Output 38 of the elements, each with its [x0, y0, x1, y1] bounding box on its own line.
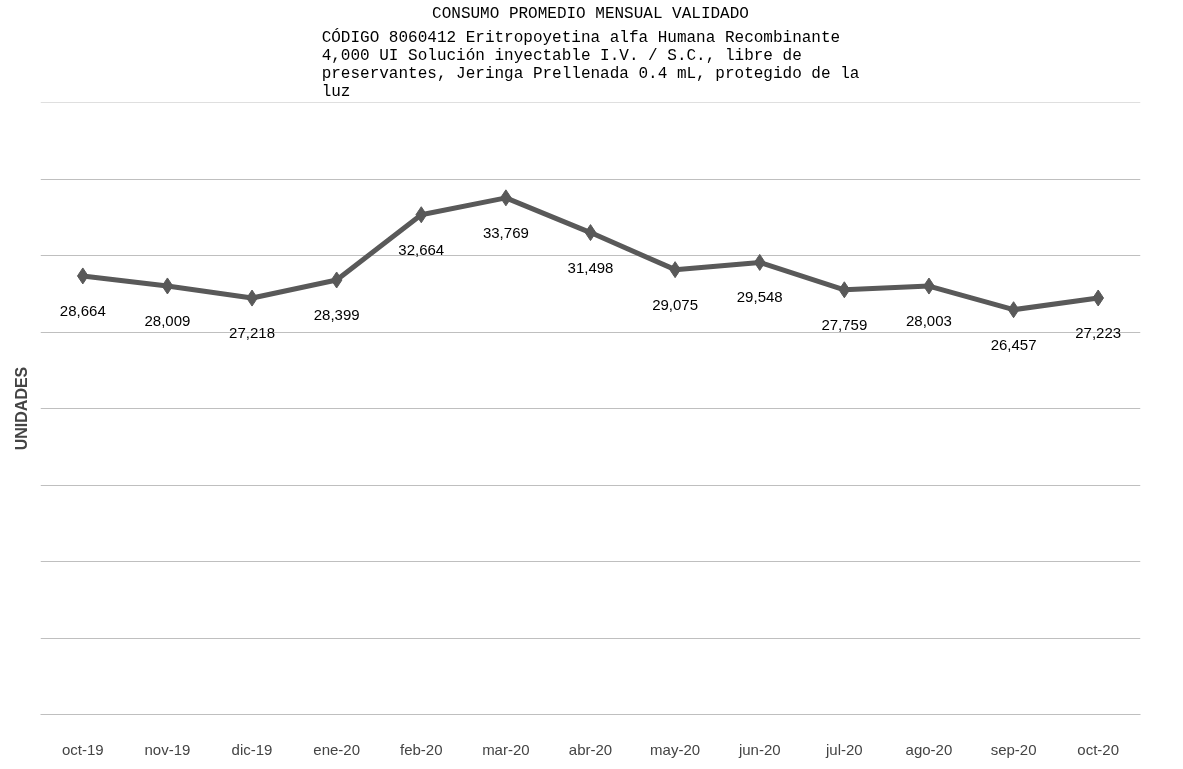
data-label: 32,664	[398, 240, 445, 258]
point	[1007, 301, 1020, 319]
data-label: 28,003	[906, 312, 952, 330]
point	[330, 271, 343, 289]
data-label: 29,075	[652, 295, 699, 313]
x-tick-label: nov-19	[144, 740, 191, 758]
data-label: 31,498	[567, 258, 614, 276]
chart-title: CONSUMO PROMEDIO MENSUAL VALIDADO	[432, 4, 749, 23]
data-label: 28,399	[313, 306, 360, 323]
y-axis-title: UNIDADES	[12, 366, 30, 451]
x-tick-label: abr-20	[568, 740, 613, 758]
point	[838, 281, 851, 299]
x-tick-label: feb-20	[400, 740, 443, 758]
x-tick-label: may-20	[650, 740, 701, 758]
x-tick-label: mar-20	[482, 740, 530, 758]
data-label: 27,218	[229, 324, 275, 342]
point	[753, 253, 766, 271]
point	[415, 206, 428, 224]
data-label: 26,457	[990, 335, 1037, 353]
data-label: 28,664	[59, 301, 106, 319]
data-label: 29,548	[736, 288, 783, 306]
x-tick-label: jun-20	[737, 740, 781, 758]
point	[584, 224, 597, 242]
data-label: 33,769	[482, 223, 529, 241]
point	[76, 267, 89, 285]
x-tick-label: oct-19	[61, 740, 104, 758]
data-label: 27,223	[1075, 323, 1122, 341]
x-tick-label: ene-20	[313, 740, 361, 758]
x-tick-label: sep-20	[990, 740, 1037, 758]
point	[1092, 289, 1105, 307]
point	[161, 277, 174, 295]
data-label: 27,759	[821, 315, 868, 333]
x-tick-label: ago-20	[905, 740, 953, 758]
data-label: 28,009	[144, 311, 191, 329]
x-tick-label: oct-20	[1077, 740, 1120, 758]
chart-subtitle: CÓDIGO 8060412 Eritropoyetina alfa Humana Recombinante 4,000 UI Solución inyectable I.V. / S.C., libre de preservantes, Jeringa Prellenada 0.4 mL, protegido de la luz	[321, 27, 860, 101]
x-tick-label: jul-20	[825, 740, 863, 758]
x-tick-label: dic-19	[231, 740, 273, 758]
